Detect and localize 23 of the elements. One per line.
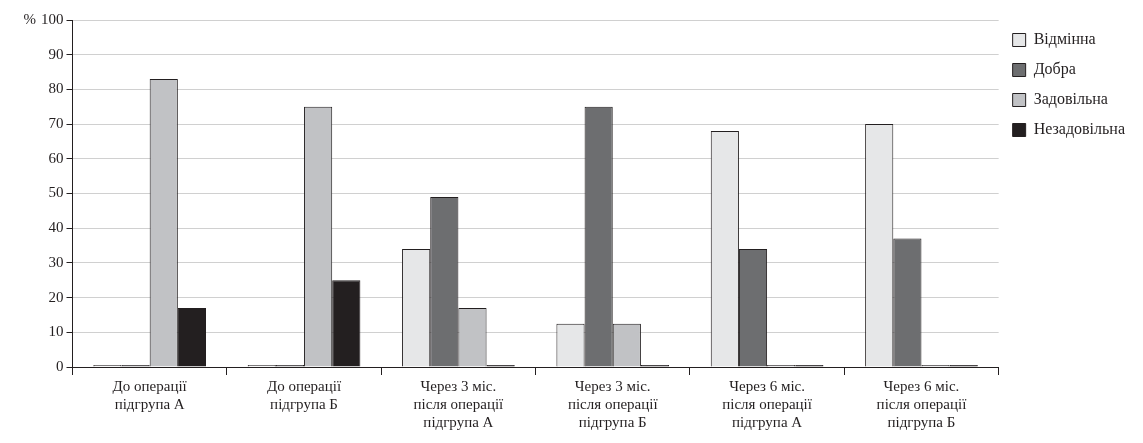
y-tick-label: 80 (48, 80, 64, 97)
y-tick-label: 100 (41, 10, 64, 27)
y-tick-label: 30 (48, 253, 64, 270)
x-tick-label: Через 6 міс. після операції підгрупа Б (876, 377, 968, 430)
y-tick-label: 10 (48, 323, 64, 340)
y-tick-label: 70 (48, 115, 64, 132)
y-tick-label: 40 (48, 219, 64, 236)
y-tick-label: 20 (48, 288, 64, 305)
y-axis-title: % (23, 10, 36, 27)
legend-label: Задовільна (1033, 90, 1108, 109)
bar (177, 308, 207, 367)
legend-label: Незадовільна (1033, 120, 1125, 139)
y-tick-label: 90 (48, 45, 64, 62)
x-tick-label: Через 3 міс. після операції підгрупа А (413, 377, 505, 430)
x-tick-label: До операції підгрупа А (112, 377, 188, 412)
y-tick-label: 0 (56, 357, 64, 374)
x-tick-label: Через 6 міс. після операції підгрупа А (722, 377, 813, 430)
x-tick-label: Через 3 міс. після операції підгрупа Б (567, 377, 659, 430)
legend-label: Відмінна (1033, 30, 1096, 49)
x-tick-label: До операції підгрупа Б (266, 377, 342, 412)
y-tick-label: 50 (48, 184, 64, 201)
y-tick-label: 60 (48, 149, 64, 166)
legend-label: Добра (1033, 60, 1076, 79)
